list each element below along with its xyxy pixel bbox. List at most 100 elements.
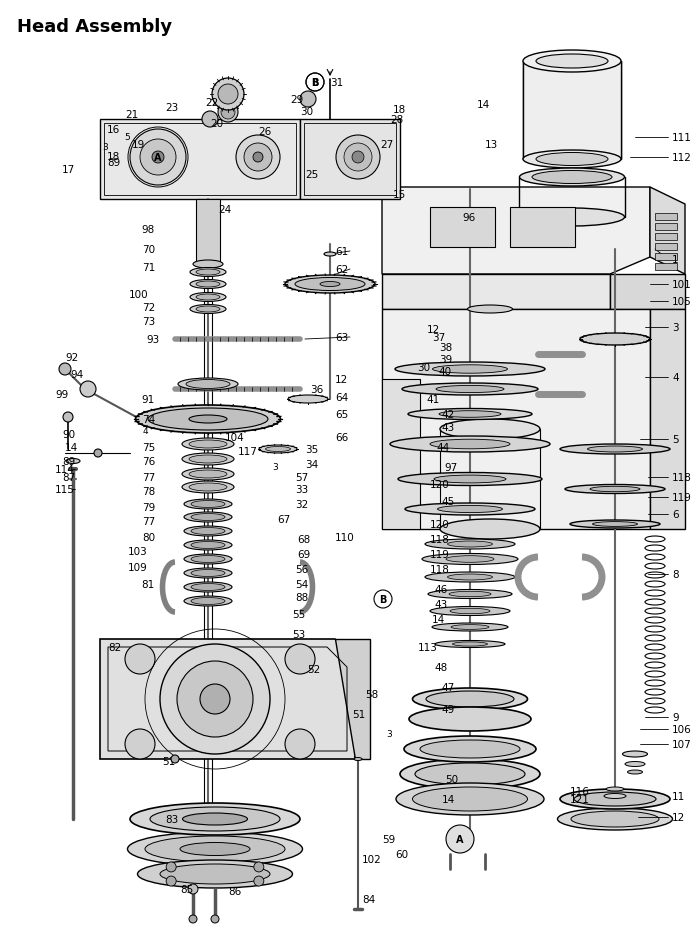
Text: A: A bbox=[456, 834, 463, 844]
Text: 55: 55 bbox=[292, 609, 305, 620]
Text: 112: 112 bbox=[672, 153, 692, 163]
Text: 36: 36 bbox=[309, 385, 323, 394]
Bar bbox=[510, 208, 575, 248]
Text: 118: 118 bbox=[672, 472, 692, 483]
Ellipse shape bbox=[148, 408, 268, 430]
Ellipse shape bbox=[137, 860, 293, 888]
Ellipse shape bbox=[432, 624, 508, 631]
Text: 43: 43 bbox=[435, 600, 448, 609]
Ellipse shape bbox=[183, 813, 248, 825]
Text: 57: 57 bbox=[295, 472, 308, 483]
Text: 116: 116 bbox=[570, 786, 590, 796]
Text: 23: 23 bbox=[165, 103, 178, 113]
Text: 77: 77 bbox=[141, 516, 155, 526]
Polygon shape bbox=[382, 309, 650, 529]
Bar bbox=[655, 264, 677, 270]
Ellipse shape bbox=[625, 762, 645, 766]
Text: 17: 17 bbox=[62, 165, 76, 175]
Text: 93: 93 bbox=[147, 335, 160, 345]
Ellipse shape bbox=[196, 295, 220, 301]
Text: 61: 61 bbox=[335, 247, 348, 257]
Text: 8: 8 bbox=[672, 569, 678, 580]
Ellipse shape bbox=[420, 741, 520, 758]
Text: 14: 14 bbox=[477, 100, 490, 109]
Ellipse shape bbox=[191, 556, 225, 563]
Ellipse shape bbox=[425, 572, 515, 583]
Text: 87: 87 bbox=[62, 472, 76, 483]
Circle shape bbox=[244, 144, 272, 171]
Ellipse shape bbox=[66, 459, 80, 464]
Text: 121: 121 bbox=[570, 794, 590, 804]
Text: 97: 97 bbox=[444, 463, 458, 472]
Ellipse shape bbox=[184, 526, 232, 536]
Ellipse shape bbox=[395, 363, 545, 377]
Circle shape bbox=[125, 645, 155, 674]
Text: 45: 45 bbox=[442, 497, 455, 506]
Bar bbox=[300, 120, 400, 200]
Text: 76: 76 bbox=[141, 457, 155, 466]
Text: 16: 16 bbox=[107, 125, 120, 135]
Text: 51: 51 bbox=[351, 709, 365, 720]
Text: 77: 77 bbox=[141, 472, 155, 483]
Ellipse shape bbox=[536, 55, 608, 69]
Text: B: B bbox=[379, 594, 386, 605]
Ellipse shape bbox=[182, 482, 234, 493]
Text: 12: 12 bbox=[427, 325, 440, 335]
Text: 59: 59 bbox=[382, 834, 395, 844]
Ellipse shape bbox=[574, 792, 656, 806]
Circle shape bbox=[59, 364, 71, 376]
Ellipse shape bbox=[590, 486, 640, 492]
Text: 29: 29 bbox=[290, 95, 303, 105]
Text: 58: 58 bbox=[365, 689, 378, 700]
Text: 111: 111 bbox=[672, 133, 692, 143]
Text: 31: 31 bbox=[330, 78, 343, 88]
Text: 120: 120 bbox=[430, 480, 450, 489]
Circle shape bbox=[254, 862, 264, 872]
Text: 5: 5 bbox=[672, 434, 678, 445]
Text: 75: 75 bbox=[141, 443, 155, 452]
Ellipse shape bbox=[412, 688, 528, 710]
Ellipse shape bbox=[396, 783, 544, 815]
Text: 119: 119 bbox=[430, 549, 450, 560]
Circle shape bbox=[254, 876, 264, 886]
Bar bbox=[100, 120, 300, 200]
Bar bbox=[196, 200, 220, 265]
Text: 78: 78 bbox=[141, 486, 155, 497]
Ellipse shape bbox=[523, 150, 621, 169]
Text: 115: 115 bbox=[55, 485, 75, 494]
Bar bbox=[655, 234, 677, 241]
Ellipse shape bbox=[425, 540, 515, 549]
Ellipse shape bbox=[560, 789, 670, 809]
Text: 85: 85 bbox=[180, 884, 193, 894]
Text: 37: 37 bbox=[432, 332, 445, 343]
Circle shape bbox=[253, 153, 263, 163]
Ellipse shape bbox=[400, 759, 540, 789]
Ellipse shape bbox=[136, 406, 281, 433]
Ellipse shape bbox=[190, 293, 226, 302]
Text: 67: 67 bbox=[276, 514, 290, 525]
Ellipse shape bbox=[557, 808, 673, 830]
Ellipse shape bbox=[434, 476, 506, 484]
Circle shape bbox=[300, 92, 316, 108]
Ellipse shape bbox=[196, 269, 220, 276]
Text: 3: 3 bbox=[102, 144, 108, 152]
Circle shape bbox=[80, 382, 96, 398]
Text: 74: 74 bbox=[141, 414, 155, 425]
Text: B: B bbox=[312, 78, 318, 88]
Ellipse shape bbox=[189, 416, 227, 424]
Ellipse shape bbox=[580, 333, 650, 346]
Text: 9: 9 bbox=[672, 712, 678, 723]
Ellipse shape bbox=[398, 473, 542, 486]
Polygon shape bbox=[610, 275, 685, 309]
Text: 83: 83 bbox=[165, 814, 178, 824]
Text: 89: 89 bbox=[62, 457, 76, 466]
Text: 30: 30 bbox=[300, 107, 313, 117]
Text: 18: 18 bbox=[393, 105, 406, 115]
Ellipse shape bbox=[604, 794, 626, 799]
Ellipse shape bbox=[190, 268, 226, 277]
Ellipse shape bbox=[523, 51, 621, 73]
Ellipse shape bbox=[440, 420, 540, 440]
Text: 3: 3 bbox=[672, 323, 678, 332]
Circle shape bbox=[236, 136, 280, 180]
Text: 119: 119 bbox=[672, 492, 692, 503]
